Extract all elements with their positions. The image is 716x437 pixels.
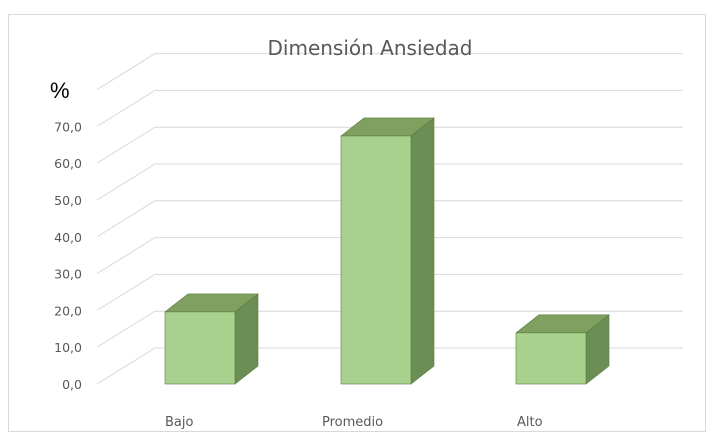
gridline [96, 163, 683, 201]
gridline [96, 200, 683, 238]
x-axis-categories: Bajo Promedio Alto [165, 415, 543, 430]
y-axis-ticks: 0,0 10,0 20,0 30,0 40,0 50,0 60,0 70,0 [54, 119, 82, 392]
gridline [96, 273, 683, 311]
unit-label: % [50, 78, 70, 103]
category-label: Alto [517, 415, 543, 430]
gridline [96, 89, 683, 127]
bar-promedio [340, 117, 435, 385]
gridline [96, 310, 683, 348]
bar-front [340, 135, 412, 385]
gridline [96, 53, 683, 91]
y-tick-label: 50,0 [54, 193, 82, 208]
category-label: Promedio [322, 415, 383, 430]
bar-layer [164, 117, 610, 385]
gridline [96, 347, 683, 385]
y-tick-label: 30,0 [54, 267, 82, 282]
bar-front [515, 332, 587, 385]
category-label: Bajo [165, 415, 193, 430]
y-tick-label: 10,0 [54, 340, 82, 355]
grid-layer [96, 53, 683, 385]
y-tick-label: 20,0 [54, 303, 82, 318]
y-tick-label: 70,0 [54, 119, 82, 134]
bar-side [410, 117, 435, 385]
y-tick-label: 60,0 [54, 156, 82, 171]
chart-title: Dimensión Ansiedad [268, 36, 473, 60]
gridline [96, 126, 683, 164]
y-tick-label: 0,0 [62, 377, 82, 392]
gridline [96, 237, 683, 275]
bar-alto [515, 314, 610, 385]
bar-front [164, 311, 236, 385]
bar-bajo [164, 293, 259, 385]
y-tick-label: 40,0 [54, 230, 82, 245]
